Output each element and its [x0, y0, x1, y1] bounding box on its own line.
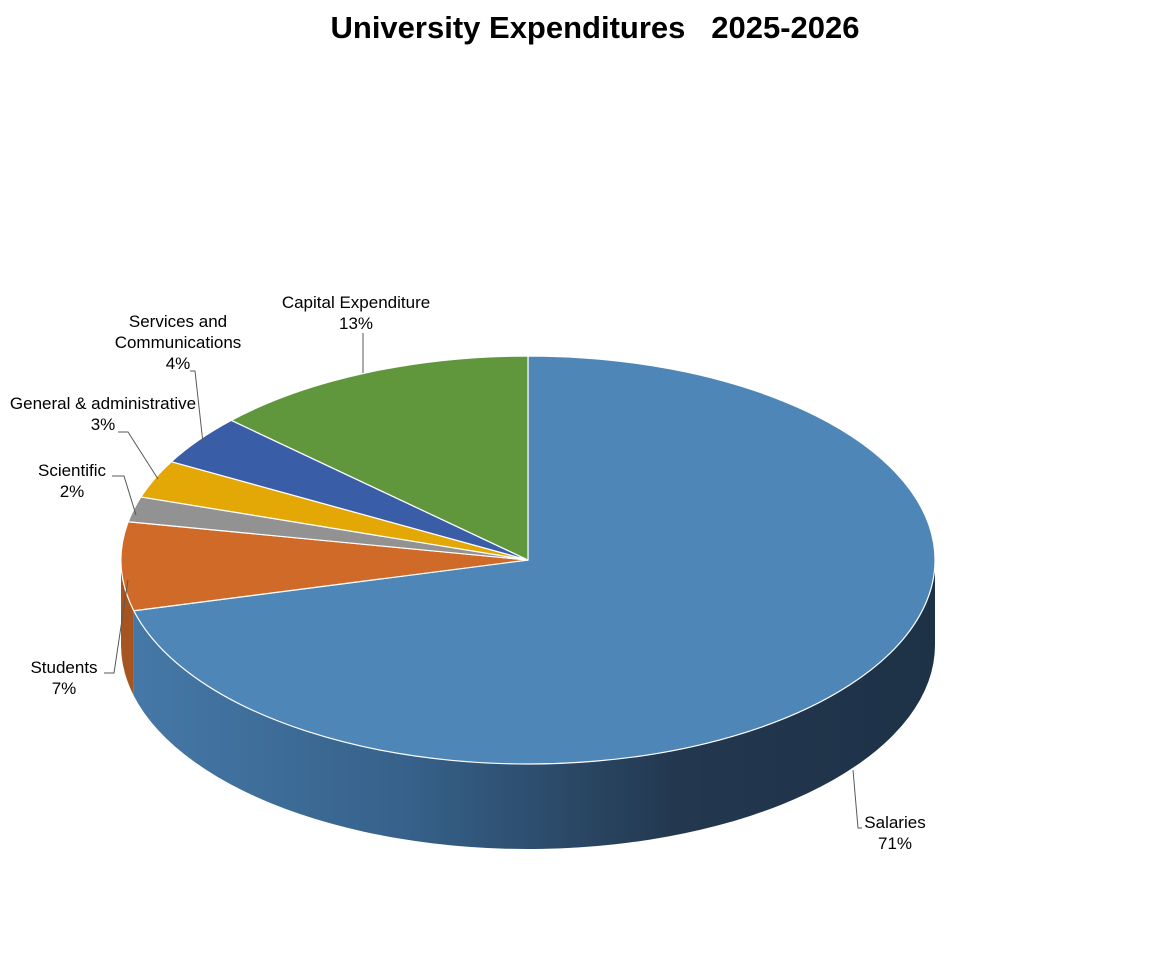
slice-salaries[interactable] — [133, 355, 936, 765]
slice-labels-layer: Salaries 71% Students 7% Scientific 2% General… — [10, 293, 926, 853]
slice-value-services-and-communications: 4% — [166, 354, 191, 373]
slice-value-general-and-administrative: 3% — [91, 415, 116, 434]
leader-line-general-and-administrative — [118, 431, 159, 480]
slice-label-general-and-administrative: General & administrative — [10, 394, 196, 413]
slice-label-capital-expenditure: Capital Expenditure — [282, 293, 430, 312]
slice-capital-expenditure[interactable] — [230, 355, 529, 561]
leader-line-salaries — [852, 769, 862, 829]
slice-label-services-and-communications: Services and Communications — [115, 312, 242, 352]
pie-side-layer — [121, 560, 936, 849]
pie-top-layer — [120, 355, 936, 765]
chart-title: University Expenditures 2025-2026 — [330, 10, 860, 45]
slice-side-salaries — [133, 560, 936, 849]
slice-side-students — [121, 560, 134, 696]
slice-value-capital-expenditure: 13% — [339, 314, 373, 333]
slice-label-salaries: Salaries — [864, 813, 925, 832]
slice-value-salaries: 71% — [878, 834, 912, 853]
leader-line-scientific — [112, 475, 137, 516]
slice-label-students: Students — [30, 658, 97, 677]
slice-value-scientific: 2% — [60, 482, 85, 501]
slice-value-students: 7% — [52, 679, 77, 698]
leader-line-students — [104, 579, 129, 674]
leader-lines-layer — [104, 333, 862, 829]
slice-label-scientific: Scientific — [38, 461, 107, 480]
slice-students[interactable] — [120, 521, 529, 612]
leader-line-services-and-communications — [190, 370, 204, 444]
